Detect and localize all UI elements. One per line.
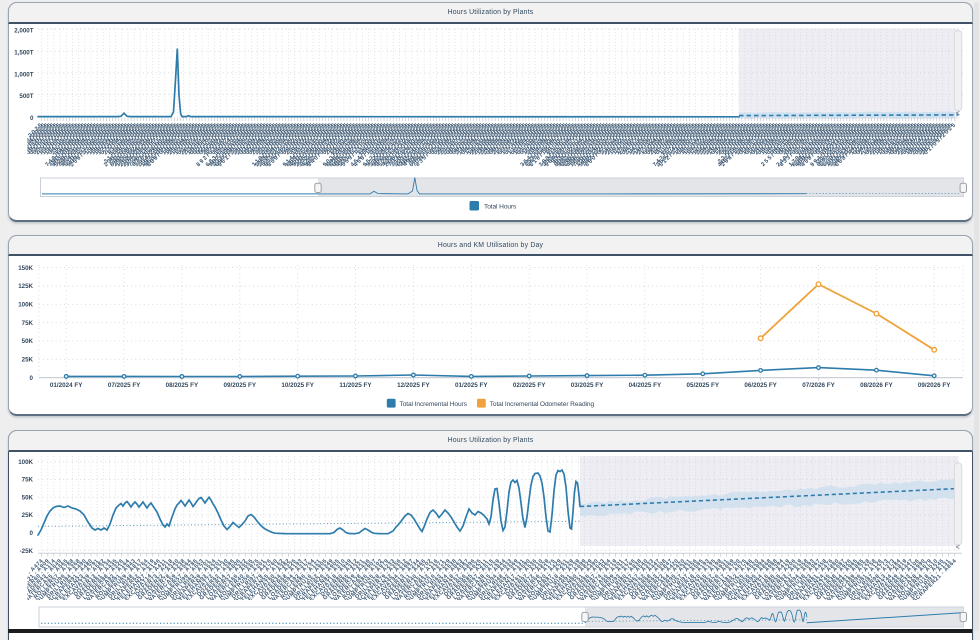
svg-text:0: 0: [30, 530, 34, 537]
svg-text:Total Hours: Total Hours: [484, 203, 517, 210]
svg-text:-25K: -25K: [20, 548, 34, 555]
svg-text:10/2025 FY: 10/2025 FY: [281, 382, 314, 389]
svg-text:04/2025 FY: 04/2025 FY: [629, 382, 662, 389]
svg-text:07/2026 FY: 07/2026 FY: [802, 382, 835, 389]
svg-text:11/2025 FY: 11/2025 FY: [339, 382, 372, 389]
svg-text:125K: 125K: [18, 283, 33, 290]
svg-text:Total Incremental Hours: Total Incremental Hours: [400, 401, 468, 408]
svg-text:1,500T: 1,500T: [14, 50, 33, 57]
svg-text:05/2025 FY: 05/2025 FY: [687, 382, 720, 389]
svg-text:500T: 500T: [19, 93, 33, 100]
svg-text:<: <: [956, 545, 960, 552]
svg-text:<: <: [956, 111, 960, 118]
svg-text:12/2025 FY: 12/2025 FY: [397, 382, 430, 389]
svg-text:25K: 25K: [22, 357, 34, 364]
svg-text:75K: 75K: [22, 320, 34, 327]
svg-text:150K: 150K: [18, 265, 33, 272]
svg-text:02/2025 FY: 02/2025 FY: [513, 382, 546, 389]
svg-text:75K: 75K: [22, 477, 34, 484]
svg-text:09/2026 FY: 09/2026 FY: [918, 382, 951, 389]
svg-text:07/2025 FY: 07/2025 FY: [108, 382, 141, 389]
svg-text:0: 0: [30, 375, 34, 382]
svg-text:50K: 50K: [22, 338, 34, 345]
svg-text:2,000T: 2,000T: [14, 28, 33, 35]
svg-text:08/2026 FY: 08/2026 FY: [860, 382, 893, 389]
svg-text:01/2024 FY: 01/2024 FY: [50, 382, 83, 389]
svg-text:50K: 50K: [22, 494, 34, 501]
svg-text:06/2025 FY: 06/2025 FY: [744, 382, 777, 389]
svg-text:100K: 100K: [18, 459, 33, 466]
svg-text:1,000T: 1,000T: [14, 71, 33, 78]
svg-text:Total Incremental Odometer Rea: Total Incremental Odometer Reading: [490, 401, 595, 408]
svg-text:0: 0: [30, 115, 34, 122]
svg-text:01/2025 FY: 01/2025 FY: [455, 382, 488, 389]
svg-text:08/2025 FY: 08/2025 FY: [166, 382, 199, 389]
svg-text:100K: 100K: [18, 302, 33, 309]
svg-text:25K: 25K: [22, 512, 34, 519]
svg-text:09/2025 FY: 09/2025 FY: [224, 382, 257, 389]
svg-text:03/2025 FY: 03/2025 FY: [571, 382, 604, 389]
